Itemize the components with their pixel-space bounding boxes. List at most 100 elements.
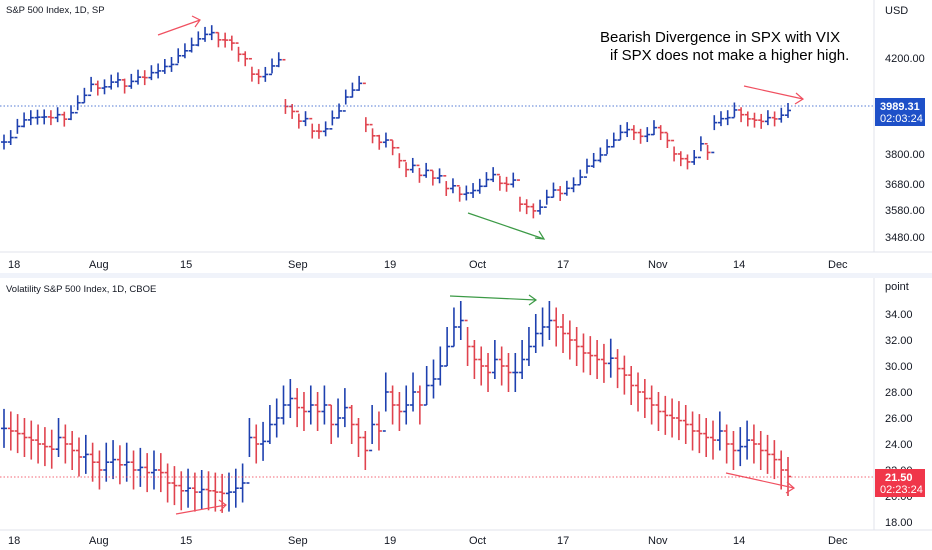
spx-bar [242,51,249,67]
vix-bar [505,353,512,392]
spx-x-tick: Oct [469,259,486,271]
vix-bar [335,398,342,438]
spx-bar [161,58,168,74]
spx-bar [21,112,28,128]
vix-x-tick: Sep [288,535,308,547]
spx-bar [181,43,188,59]
vix-x-tick: Dec [828,535,848,547]
vix-bar [594,340,601,379]
spx-bar [456,184,463,202]
spx-bar [155,63,162,79]
spx-bar [697,136,704,159]
vix-bar [600,343,607,383]
vix-x-tick: 17 [557,535,569,547]
spx-bar [550,182,557,199]
spx-bar [54,107,61,123]
vix-bar [307,385,314,425]
vix-bar [560,314,567,353]
spx-bar [202,26,209,42]
spx-bar [764,110,771,126]
spx-bar [135,69,142,85]
vix-bar [341,388,348,428]
vix-x-tick: Aug [89,535,109,547]
vix-bar [144,453,151,493]
vix-bar [280,385,287,425]
vix-bar [14,414,21,454]
vix-bar [566,320,573,360]
vix-bar [205,471,212,511]
spx-bar [262,66,269,82]
vix-bar [696,414,703,454]
spx-bar [235,42,242,62]
spx-bar [222,32,229,48]
vix-bar [485,353,492,392]
spx-last-price-badge: 3989.31 02:03:24 [875,98,925,126]
vix-bar [150,450,157,490]
vix-bar [253,424,260,464]
spx-countdown: 02:03:24 [880,113,923,125]
spx-bar [557,186,564,201]
vix-bar [7,411,14,451]
spx-bar [778,107,785,123]
spx-bar [717,111,724,127]
annotation-line-2: if SPX does not make a higher high. [610,47,849,64]
spx-bar [563,180,570,196]
spx-time-axis[interactable]: 18 Aug 15 Sep 19 Oct 17 Nov 14 Dec [8,259,848,271]
spx-bar [731,102,738,119]
vix-bar [710,420,717,460]
spx-bar [604,139,611,156]
spx-bar [771,111,778,127]
vix-bar [546,301,553,340]
vix-bar [730,431,737,470]
spx-y-tick: 3680.00 [885,179,925,191]
vix-bar [355,418,362,457]
vix-bar [669,398,676,438]
spx-bar [289,103,296,119]
spx-bar [738,107,745,123]
spx-bar [356,75,363,91]
vix-bar [130,450,137,490]
vix-arrows [175,294,796,515]
vix-time-axis[interactable]: 18 Aug 15 Sep 19 Oct 17 Nov 14 Dec [8,535,848,547]
vix-bar [444,327,451,367]
vix-y-tick: 34.00 [885,309,913,321]
vix-bar [321,385,328,425]
spx-bar [34,109,41,125]
spx-bar [322,121,329,137]
vix-bar [185,468,192,508]
vix-last-price-badge: 21.50 02:23:24 [875,469,925,497]
spx-bar [309,117,316,139]
spx-bar [409,157,416,173]
vix-countdown: 02:23:24 [880,484,923,496]
vix-bar [89,442,96,482]
vix-bar [41,427,48,467]
vix-bar [771,440,778,480]
spx-last-price: 3989.31 [880,101,920,113]
spx-price-axis[interactable]: 4200.00 3800.00 3680.00 3580.00 3480.00 [885,53,925,244]
spx-bar [744,111,751,127]
spx-bar [255,69,262,85]
spx-pane[interactable]: S&P 500 Index, 1D, SP Bearish Divergence… [0,0,932,271]
spx-bar [443,175,450,196]
vix-y-tick: 28.00 [885,387,913,399]
spx-bar [530,203,537,219]
spx-bar [47,110,54,126]
vix-unit-label: point [885,281,909,293]
spx-bar [74,95,81,114]
pane-separator[interactable] [0,273,932,278]
spx-x-tick: Dec [828,259,848,271]
spx-bar [14,118,21,139]
vix-bar [123,442,130,482]
vix-y-tick: 18.00 [885,517,913,529]
spx-bar [570,177,577,193]
vix-x-tick: 14 [733,535,745,547]
vix-bar [225,472,232,512]
vix-bar [300,392,307,431]
spx-bar [376,134,383,150]
spx-y-tick: 3580.00 [885,205,925,217]
spx-bar [671,139,678,162]
vix-pane[interactable]: Volatility S&P 500 Index, 1D, CBOE point… [0,278,932,547]
spx-bar [362,82,369,133]
vix-bar [723,424,730,464]
